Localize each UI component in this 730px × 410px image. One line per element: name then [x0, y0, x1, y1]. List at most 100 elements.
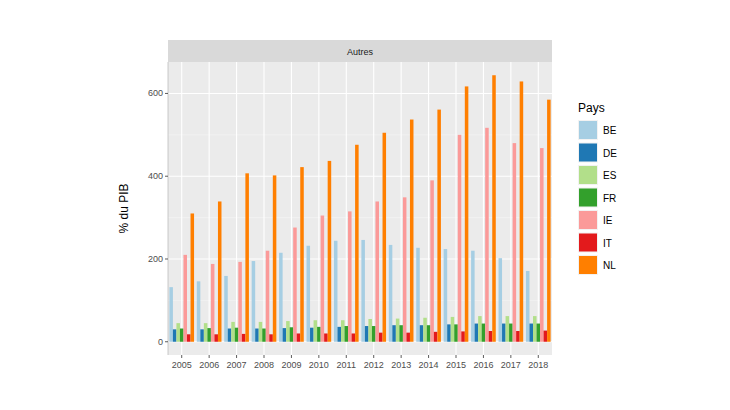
- bar: [297, 333, 301, 341]
- x-tick-label: 2011: [337, 360, 356, 370]
- legend-swatch: [579, 144, 597, 162]
- bar: [478, 316, 482, 342]
- x-tick-label: 2013: [391, 360, 411, 370]
- bar: [242, 334, 246, 342]
- x-tick: [428, 355, 429, 358]
- x-grid-line: [510, 62, 511, 355]
- bar: [173, 329, 177, 341]
- bar: [218, 201, 222, 341]
- bar: [255, 329, 259, 342]
- bar: [286, 321, 290, 342]
- bar: [379, 333, 383, 342]
- x-grid-line: [373, 62, 374, 355]
- x-grid-line: [291, 62, 292, 355]
- bar: [307, 246, 311, 342]
- y-tick-label: 200: [148, 254, 163, 264]
- legend-key-bg: [578, 165, 598, 185]
- bar: [334, 241, 338, 342]
- legend-title: Pays: [578, 101, 605, 115]
- bar: [392, 325, 396, 342]
- bar: [328, 161, 332, 342]
- y-tick-label: 600: [148, 88, 163, 98]
- bar: [416, 248, 420, 342]
- legend-swatch: [579, 211, 597, 229]
- bar: [361, 240, 365, 342]
- x-grid-line: [263, 62, 264, 355]
- bar: [337, 327, 341, 342]
- bar: [293, 228, 297, 342]
- x-tick: [346, 355, 347, 358]
- bar: [444, 249, 448, 342]
- bar: [187, 334, 191, 341]
- bar: [537, 324, 541, 342]
- legend-swatch: [579, 166, 597, 184]
- bar: [520, 81, 524, 341]
- bar: [461, 331, 465, 341]
- bar: [279, 253, 283, 342]
- legend-label: ES: [603, 170, 617, 181]
- legend-label: NL: [603, 260, 616, 271]
- bar: [499, 258, 503, 342]
- bar: [372, 326, 376, 342]
- bar: [430, 180, 434, 341]
- plot-panel: [168, 62, 552, 355]
- bar: [169, 287, 173, 342]
- x-grid-line: [428, 62, 429, 355]
- bar: [245, 173, 249, 341]
- legend-key-bg: [578, 255, 598, 275]
- bar: [454, 324, 458, 341]
- bar: [235, 328, 239, 342]
- legend-label: IE: [603, 215, 613, 226]
- bar: [345, 326, 349, 342]
- bar: [458, 135, 462, 342]
- chart-svg: Autres0200400600% du PIB2005200620072008…: [0, 0, 730, 410]
- bar: [200, 329, 204, 341]
- bar: [410, 120, 414, 342]
- bar: [434, 332, 438, 342]
- x-grid-line: [209, 62, 210, 355]
- legend-key-bg: [578, 120, 598, 140]
- x-grid-line: [538, 62, 539, 355]
- bar: [348, 211, 352, 341]
- bar: [290, 327, 294, 341]
- x-tick: [538, 355, 539, 358]
- x-tick-label: 2016: [473, 360, 493, 370]
- bar: [355, 145, 359, 342]
- bar: [228, 329, 232, 342]
- bar: [214, 334, 218, 341]
- bar: [529, 324, 533, 342]
- x-tick: [510, 355, 511, 358]
- bar: [317, 327, 321, 342]
- y-tick-label: 0: [158, 337, 163, 347]
- bar: [368, 319, 372, 342]
- legend-swatch: [579, 256, 597, 274]
- y-tick: [165, 258, 168, 259]
- bar: [482, 324, 486, 342]
- x-grid-line: [483, 62, 484, 355]
- legend-key-bg: [578, 188, 598, 208]
- x-tick: [483, 355, 484, 358]
- x-tick-label: 2018: [528, 360, 548, 370]
- bar: [341, 320, 345, 342]
- bar: [513, 143, 517, 342]
- bar: [437, 110, 441, 342]
- bar: [183, 255, 187, 342]
- bar: [544, 331, 548, 342]
- y-axis-label: % du PIB: [117, 183, 131, 233]
- x-tick: [236, 355, 237, 358]
- x-tick-label: 2007: [227, 360, 247, 370]
- bar: [224, 276, 228, 342]
- bar: [399, 325, 403, 342]
- bar: [352, 333, 356, 341]
- x-grid-line: [236, 62, 237, 355]
- x-tick: [401, 355, 402, 358]
- bar: [509, 324, 513, 342]
- bar: [211, 264, 215, 342]
- x-grid-line: [181, 62, 182, 355]
- bar: [231, 322, 235, 342]
- bars: [169, 75, 550, 342]
- x-grid-line: [455, 62, 456, 355]
- bar: [314, 320, 318, 342]
- bar: [259, 322, 263, 342]
- bar: [197, 281, 201, 341]
